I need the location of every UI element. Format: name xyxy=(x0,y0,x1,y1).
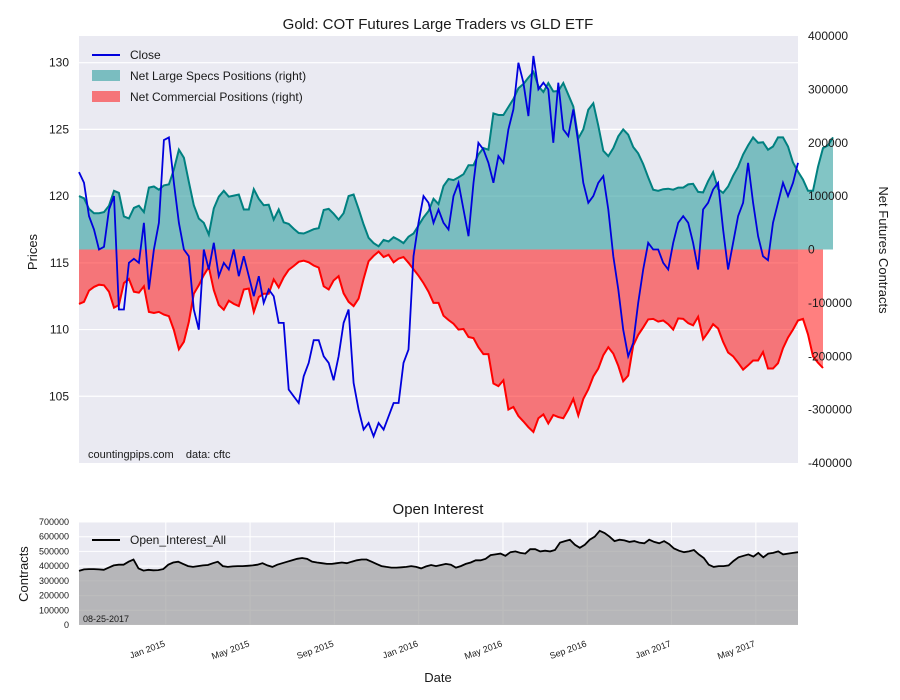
chart-title: Gold: COT Futures Large Traders vs GLD E… xyxy=(283,16,594,33)
open-interest-tick-label: 600000 xyxy=(39,532,69,542)
net-contracts-axis-label: Net Futures Contracts xyxy=(876,186,891,314)
open-interest-tick-label: 100000 xyxy=(39,605,69,615)
date-tick-label: Sep 2016 xyxy=(548,638,588,661)
open-interest-tick-label: 400000 xyxy=(39,561,69,571)
net-contracts-tick-label: 400000 xyxy=(808,29,848,43)
date-axis-label: Date xyxy=(424,670,451,685)
price-tick-label: 115 xyxy=(50,256,69,270)
open-interest-legend: Open_Interest_All xyxy=(92,533,226,547)
net-contracts-tick-label: 200000 xyxy=(808,136,848,150)
net-contracts-tick-label: -400000 xyxy=(808,456,852,470)
date-tick-label: Sep 2015 xyxy=(295,638,335,661)
price-tick-label: 130 xyxy=(49,56,69,70)
net-contracts-tick-label: 300000 xyxy=(808,82,848,96)
legend-close-label: Close xyxy=(130,48,161,62)
date-tick-label: May 2016 xyxy=(463,638,504,661)
date-tick-label: Jan 2016 xyxy=(381,638,419,660)
price-tick-label: 105 xyxy=(49,389,69,403)
price-axis-label: Prices xyxy=(25,233,40,270)
price-legend: Close Net Large Specs Positions (right) … xyxy=(92,48,306,104)
net-contracts-tick-label: 0 xyxy=(808,243,815,257)
open-interest-line xyxy=(78,529,799,572)
price-tick-label: 110 xyxy=(50,323,69,337)
open-interest-tick-label: 700000 xyxy=(39,517,69,527)
price-tick-label: 120 xyxy=(49,189,69,203)
open-interest-tick-label: 500000 xyxy=(39,546,69,556)
date-tick-label: Jan 2015 xyxy=(128,638,166,660)
open-interest-y-ticks: 0 100000 200000 300000 400000 500000 600000 700… xyxy=(39,517,69,630)
date-tick-label: May 2017 xyxy=(716,638,757,661)
legend-commercial-swatch xyxy=(92,91,120,102)
net-contracts-y-ticks: 400000 300000 200000 100000 0 -100000 -200000 -… xyxy=(808,29,852,470)
open-interest-tick-label: 200000 xyxy=(39,591,69,601)
source-annotation: countingpips.com data: cftc xyxy=(88,449,231,461)
close-price-line xyxy=(78,55,799,439)
net-commercial-area xyxy=(79,249,823,432)
contracts-axis-label: Contracts xyxy=(16,546,31,602)
legend-specs-swatch xyxy=(92,70,120,81)
open-interest-title: Open Interest xyxy=(393,501,485,518)
legend-open-interest-label: Open_Interest_All xyxy=(130,533,226,547)
net-contracts-tick-label: -300000 xyxy=(808,403,852,417)
legend-commercial-label: Net Commercial Positions (right) xyxy=(130,90,303,104)
price-tick-label: 125 xyxy=(49,122,69,136)
price-y-ticks: 105 110 115 120 125 130 xyxy=(49,56,69,404)
date-tick-label: May 2015 xyxy=(210,638,251,661)
net-contracts-tick-label: -200000 xyxy=(808,349,852,363)
date-x-ticks: Jan 2015 May 2015 Sep 2015 Jan 2016 May 2016… xyxy=(128,638,756,661)
net-contracts-tick-label: 100000 xyxy=(808,189,848,203)
legend-specs-label: Net Large Specs Positions (right) xyxy=(130,69,306,83)
open-interest-area xyxy=(79,530,798,625)
date-tick-label: Jan 2017 xyxy=(634,638,672,660)
net-contracts-tick-label: -100000 xyxy=(808,296,852,310)
date-annotation: 08-25-2017 xyxy=(83,614,129,624)
net-large-specs-line xyxy=(78,69,834,248)
open-interest-tick-label: 300000 xyxy=(39,576,69,586)
open-interest-tick-label: 0 xyxy=(64,620,69,630)
